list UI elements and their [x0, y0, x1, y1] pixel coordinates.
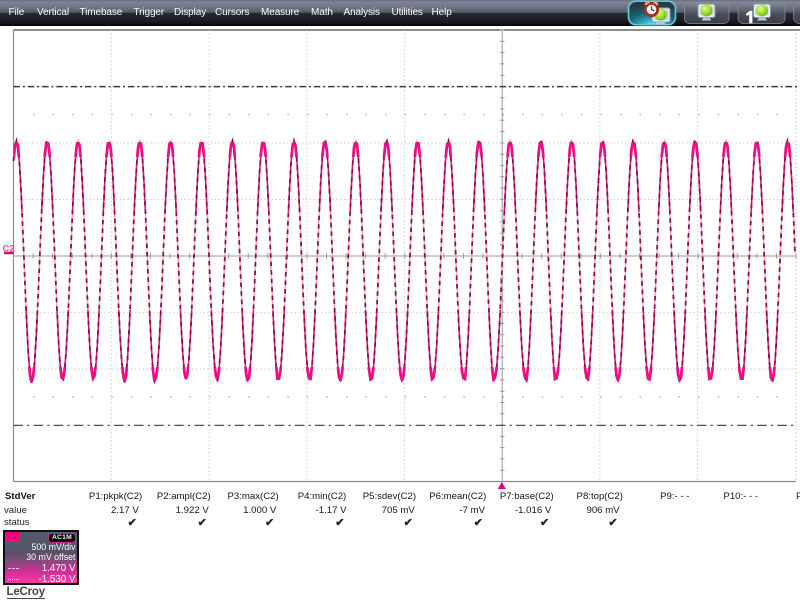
svg-text:C2: C2 [3, 244, 15, 255]
